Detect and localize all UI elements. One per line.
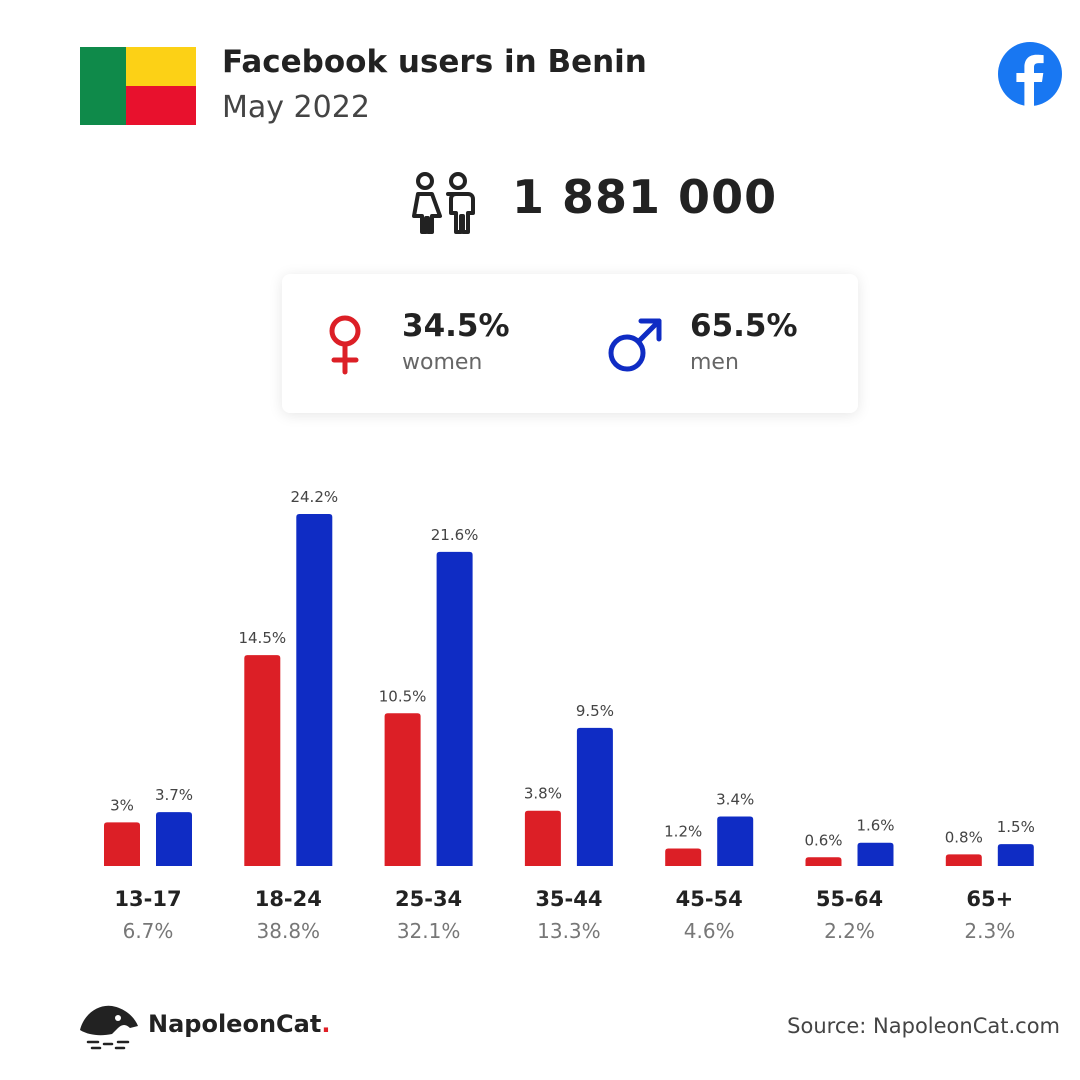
bar <box>857 842 894 866</box>
brand-dot: . <box>321 1010 331 1038</box>
bar-value-label: 24.2% <box>290 488 338 506</box>
women-percentage: 34.5% <box>402 308 510 344</box>
category-label: 35-44 <box>535 887 602 911</box>
category-total-label: 13.3% <box>537 919 601 943</box>
female-icon <box>329 315 361 375</box>
benin-flag-icon <box>80 47 196 125</box>
bar <box>997 844 1034 866</box>
bar-value-label: 1.5% <box>997 818 1035 836</box>
women-label: women <box>402 350 483 375</box>
brand-name: NapoleonCat. <box>148 1010 331 1038</box>
category-total-label: 2.2% <box>824 919 875 943</box>
category-total-label: 4.6% <box>684 919 735 943</box>
bar-value-label: 0.8% <box>945 828 983 846</box>
category-label: 18-24 <box>255 887 322 911</box>
page-title: Facebook users in Benin <box>222 44 647 80</box>
men-percentage: 65.5% <box>690 308 798 344</box>
men-label: men <box>690 350 739 375</box>
bar <box>156 812 192 866</box>
bar <box>436 551 473 866</box>
bar <box>576 727 613 866</box>
category-label: 45-54 <box>676 887 743 911</box>
bar-value-label: 9.5% <box>576 702 614 720</box>
bar-value-label: 21.6% <box>431 526 479 544</box>
source-link[interactable]: Source: NapoleonCat.com <box>787 1014 1060 1038</box>
page-subtitle: May 2022 <box>222 90 370 125</box>
bar-value-label: 14.5% <box>238 629 286 647</box>
bar-value-label: 0.6% <box>804 831 842 849</box>
facebook-icon <box>998 42 1062 106</box>
bar <box>805 857 842 866</box>
bar <box>945 854 982 866</box>
people-icon <box>412 172 475 234</box>
total-users-value: 1 881 000 <box>512 170 778 224</box>
male-icon <box>608 318 662 372</box>
bar-value-label: 10.5% <box>379 687 427 705</box>
bar-value-label: 1.6% <box>856 817 894 835</box>
napoleoncat-logo-icon <box>80 1005 138 1050</box>
category-label: 25-34 <box>395 887 462 911</box>
bar <box>665 848 702 866</box>
bar <box>717 816 754 866</box>
category-label: 13-17 <box>114 887 181 911</box>
bar <box>296 514 333 866</box>
bar-value-label: 1.2% <box>664 823 702 841</box>
category-total-label: 32.1% <box>397 919 461 943</box>
bar <box>384 713 421 866</box>
bar-value-label: 3.7% <box>155 786 193 804</box>
category-total-label: 6.7% <box>123 919 174 943</box>
gender-card: 34.5% women 65.5% men <box>282 274 858 413</box>
bar <box>104 822 140 866</box>
category-total-label: 38.8% <box>257 919 321 943</box>
category-label: 65+ <box>966 887 1013 911</box>
category-label: 55-64 <box>816 887 883 911</box>
category-total-label: 2.3% <box>964 919 1015 943</box>
bar-value-label: 3.8% <box>524 785 562 803</box>
bar <box>244 655 281 866</box>
bar-value-label: 3% <box>110 796 134 814</box>
bar-value-label: 3.4% <box>716 791 754 809</box>
bar <box>524 810 561 866</box>
